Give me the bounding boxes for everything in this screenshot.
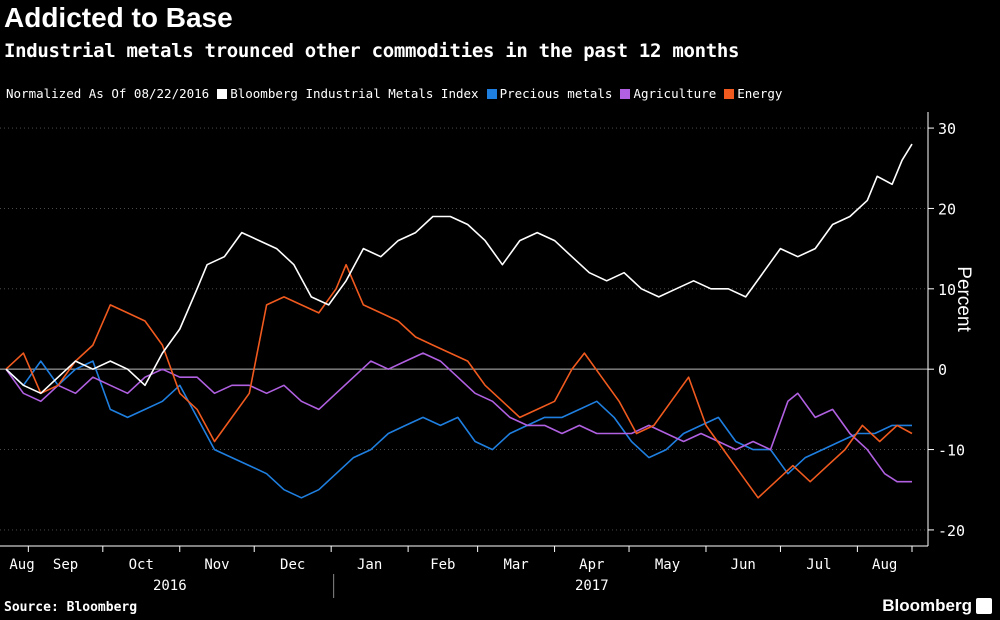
x-tick-label: Feb: [430, 557, 455, 573]
bloomberg-logo-icon: [976, 598, 992, 614]
year-label: 2017: [575, 578, 609, 594]
legend-swatch-agriculture: [620, 88, 631, 99]
legend-item-precious-metals: Precious metals: [486, 86, 613, 101]
legend-swatch-precious-metals: [486, 88, 497, 99]
y-tick-label: -10: [938, 442, 965, 460]
legend-item-energy: Energy: [724, 86, 782, 101]
legend-label-industrial-metals: Bloomberg Industrial Metals Index: [230, 86, 479, 101]
x-tick-label: Sep: [53, 557, 78, 573]
x-tick-label: Mar: [503, 557, 528, 573]
legend-item-industrial-metals: Bloomberg Industrial Metals Index: [217, 86, 479, 101]
legend-note: Normalized As Of 08/22/2016: [6, 86, 210, 101]
x-tick-label: Jul: [806, 557, 831, 573]
y-tick-label: 10: [938, 281, 956, 299]
legend-swatch-industrial-metals: [217, 88, 228, 99]
y-axis-label: Percent: [953, 266, 974, 332]
legend-label-precious-metals: Precious metals: [499, 86, 613, 101]
x-tick-label: Dec: [280, 557, 305, 573]
legend-item-agriculture: Agriculture: [620, 86, 716, 101]
brand-logo: Bloomberg: [882, 596, 992, 616]
x-tick-label: Apr: [579, 557, 604, 573]
x-tick-label: Jan: [357, 557, 382, 573]
brand-name: Bloomberg: [882, 596, 972, 615]
x-tick-label: Aug: [872, 557, 897, 573]
source-note: Source: Bloomberg: [4, 600, 138, 615]
series-line-precious-metals: [5, 360, 912, 499]
y-tick-label: 30: [938, 120, 956, 138]
legend: Normalized As Of 08/22/2016 Bloomberg In…: [6, 86, 782, 101]
chart-subtitle: Industrial metals trounced other commodi…: [4, 40, 740, 62]
legend-label-energy: Energy: [737, 86, 783, 101]
y-tick-label: -20: [938, 522, 965, 540]
series-line-bloomberg-industrial-metals-index: [5, 143, 913, 395]
x-tick-label: Nov: [204, 557, 229, 573]
x-tick-label: Jun: [731, 557, 756, 573]
x-tick-label: Oct: [129, 557, 154, 573]
series-line-agriculture: [5, 352, 912, 483]
y-tick-label: 0: [938, 361, 947, 379]
series-line-energy: [5, 263, 913, 499]
chart-title: Addicted to Base: [4, 2, 233, 33]
y-tick-label: 20: [938, 200, 956, 218]
legend-label-agriculture: Agriculture: [633, 86, 717, 101]
year-label: 2016: [153, 578, 187, 594]
x-tick-label: May: [655, 557, 680, 573]
legend-swatch-energy: [724, 88, 735, 99]
x-tick-label: Aug: [9, 557, 34, 573]
